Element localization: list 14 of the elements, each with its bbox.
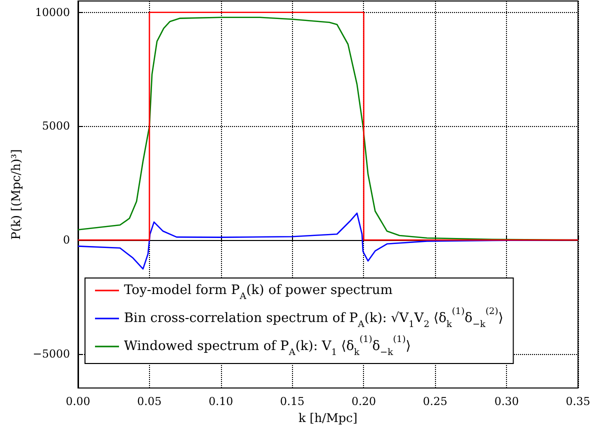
- y-tick-label: 5000: [42, 120, 70, 133]
- y-tick-label: 10000: [35, 6, 70, 19]
- x-tick-label: 0.00: [66, 395, 90, 408]
- x-tick-label: 0.30: [494, 395, 519, 408]
- x-tick-label: 0.05: [137, 395, 162, 408]
- x-tick-label: 0.10: [208, 395, 234, 408]
- y-tick-label: 0: [63, 234, 70, 247]
- x-axis-title: k [h/Mpc]: [298, 410, 358, 425]
- x-tick-label: 0.35: [566, 395, 590, 408]
- y-tick-label: −5000: [32, 347, 70, 360]
- y-axis-title: P(k) [(Mpc/h)³]: [8, 149, 23, 240]
- x-tick-label: 0.15: [280, 395, 305, 408]
- x-tick-label: 0.25: [422, 395, 448, 408]
- x-tick-label: 0.20: [351, 395, 376, 408]
